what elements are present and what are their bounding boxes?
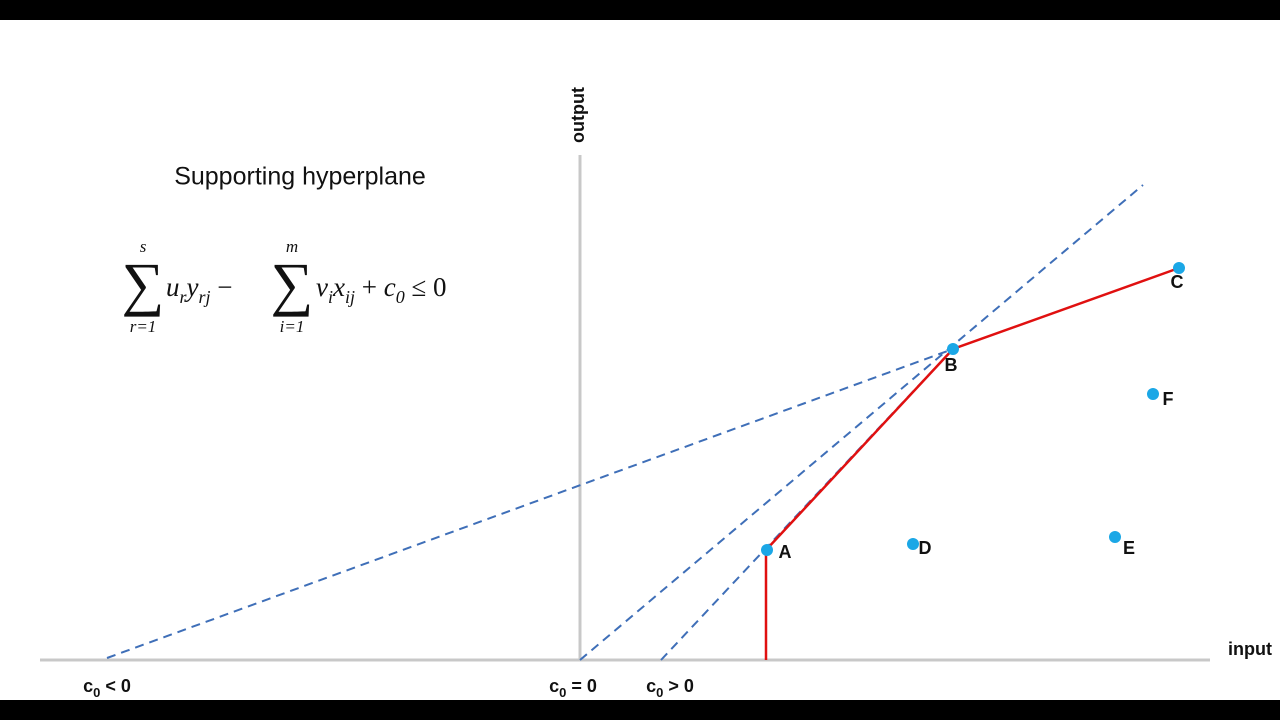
expression-part: y	[184, 272, 199, 302]
expression-part: u	[166, 272, 180, 302]
expression-part: ≤ 0	[405, 272, 447, 302]
point	[1147, 388, 1159, 400]
expression: uryrj −	[166, 272, 239, 307]
intercept-rest: < 0	[100, 676, 131, 696]
point	[761, 544, 773, 556]
point-label: C	[1171, 272, 1184, 292]
point	[947, 343, 959, 355]
sum-lower: r=1	[130, 317, 157, 336]
hyperplane-zero	[579, 184, 1144, 661]
expression-part: x	[332, 272, 345, 302]
sum-upper: m	[286, 237, 298, 256]
intercept-label: c0 = 0	[549, 676, 597, 700]
expression: vixij + c0 ≤ 0	[316, 272, 447, 307]
point-label: D	[919, 538, 932, 558]
intercept-rest: > 0	[663, 676, 694, 696]
expression-part: i	[328, 287, 333, 307]
point-label: F	[1163, 389, 1174, 409]
title: Supporting hyperplane	[174, 163, 426, 191]
intercept-label: c0 > 0	[646, 676, 694, 700]
expression-part: c	[384, 272, 396, 302]
sum-symbol: ∑	[122, 251, 165, 317]
point	[907, 538, 919, 550]
expression-part: +	[355, 272, 384, 302]
top-bar	[0, 0, 1280, 20]
intercept-rest: = 0	[566, 676, 597, 696]
intercept-main: c	[83, 676, 93, 696]
intercept-label: c0 < 0	[83, 676, 131, 700]
hyperplane-negative	[106, 348, 954, 659]
x-axis-label: input	[1228, 639, 1272, 659]
expression-part: v	[316, 272, 328, 302]
point-label: B	[945, 355, 958, 375]
y-axis-label: output	[568, 87, 588, 143]
bottom-bar	[0, 700, 1280, 720]
sum-symbol: ∑	[271, 251, 314, 317]
point-label: A	[779, 542, 792, 562]
hyperplanes	[106, 184, 1144, 661]
intercept-sub: 0	[559, 685, 566, 700]
expression-part: r	[180, 287, 188, 307]
intercept-main: c	[549, 676, 559, 696]
sum-lower: i=1	[280, 317, 305, 336]
expression-part: ij	[345, 287, 355, 307]
frontier	[764, 266, 1180, 660]
intercept-sub: 0	[93, 685, 100, 700]
point	[1173, 262, 1185, 274]
expression-part: 0	[396, 287, 405, 307]
sum-upper: s	[140, 237, 147, 256]
intercept-sub: 0	[656, 685, 663, 700]
expression-part: rj	[199, 287, 211, 307]
intercept-main: c	[646, 676, 656, 696]
point-label: E	[1123, 538, 1135, 558]
point	[1109, 531, 1121, 543]
expression-part: −	[211, 272, 240, 302]
